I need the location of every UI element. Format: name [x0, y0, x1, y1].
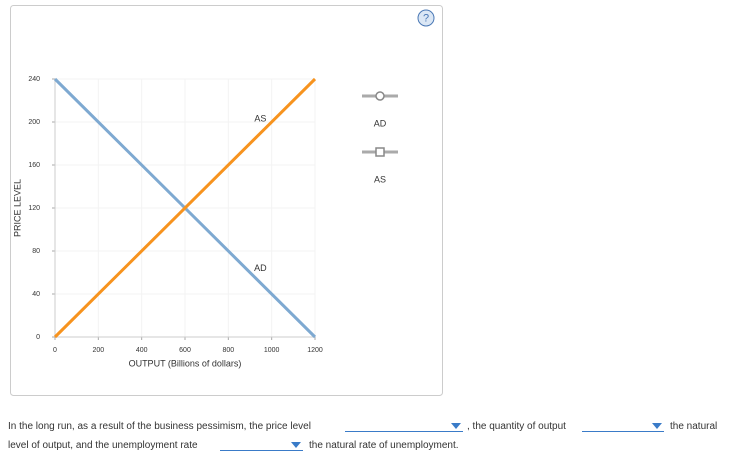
dropdown[interactable] [220, 440, 303, 451]
y-tick-label: 0 [36, 334, 40, 341]
question-text: In the long run, as a result of the busi… [8, 421, 311, 432]
question-text: the natural rate of unemployment. [309, 440, 459, 451]
legend-label[interactable]: AS [374, 174, 386, 184]
curve-label: AS [254, 114, 266, 124]
x-tick-label: 1200 [307, 347, 323, 354]
curve-label: AD [254, 263, 267, 273]
y-tick-label: 240 [28, 76, 40, 83]
x-tick-label: 400 [136, 347, 148, 354]
legend-marker[interactable] [375, 147, 385, 157]
help-icon[interactable] [417, 9, 435, 27]
x-tick-label: 800 [222, 347, 234, 354]
x-tick-label: 1000 [264, 347, 280, 354]
dropdown[interactable] [582, 421, 664, 432]
y-tick-label: 160 [28, 162, 40, 169]
help-label[interactable]: ? [423, 12, 429, 24]
x-tick-label: 600 [179, 347, 191, 354]
question-text: level of output, and the unemployment ra… [8, 440, 198, 451]
legend-label[interactable]: AD [374, 118, 387, 128]
y-tick-label: 40 [32, 291, 40, 298]
question-text: the natural [670, 421, 718, 432]
x-axis-label: OUTPUT (Billions of dollars) [129, 358, 242, 368]
panel-border [10, 5, 443, 396]
question-text: , the quantity of output [467, 421, 566, 432]
x-tick-label: 200 [92, 347, 104, 354]
y-tick-label: 200 [28, 119, 40, 126]
curve [53, 77, 317, 339]
graph-panel: ? PRICE LEVEL OUTPUT (Billions of dollar… [10, 5, 443, 396]
y-axis-label: PRICE LEVEL [12, 179, 22, 237]
legend-marker[interactable] [375, 91, 385, 101]
x-tick-label: 0 [53, 347, 57, 354]
dropdown[interactable] [345, 421, 463, 432]
y-tick-label: 80 [32, 248, 40, 255]
y-tick-label: 120 [28, 205, 40, 212]
